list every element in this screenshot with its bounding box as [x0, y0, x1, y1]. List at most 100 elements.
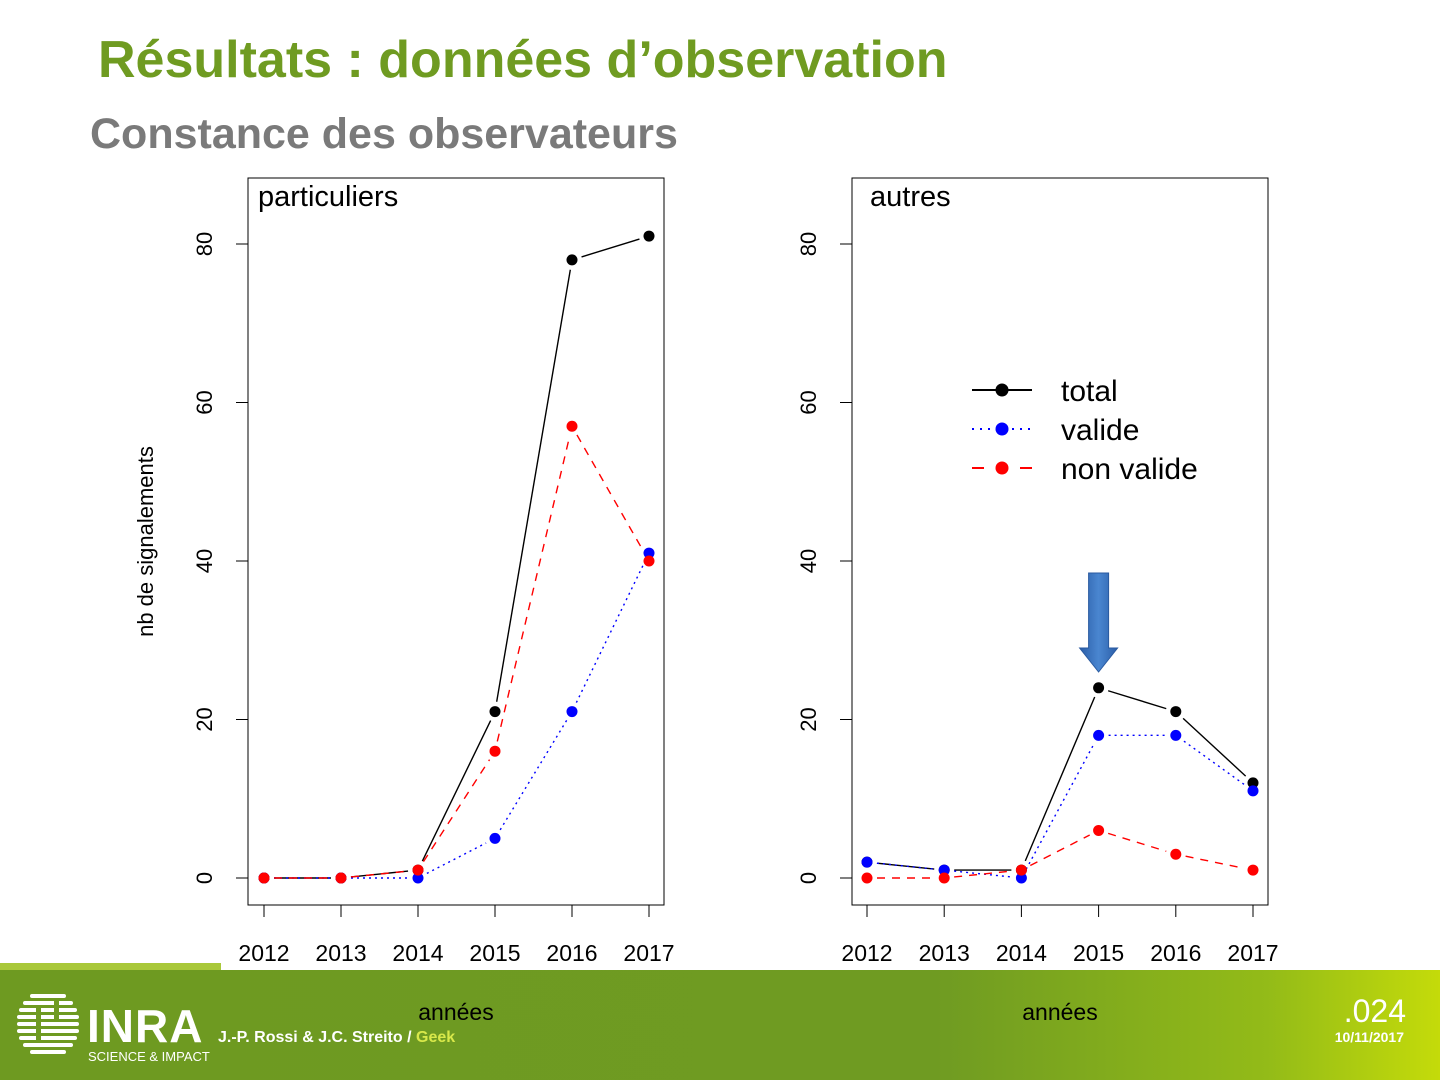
- series-total: [876, 690, 1247, 871]
- data-point-non-valide: [566, 420, 578, 432]
- series-segment: [350, 870, 409, 878]
- data-point-non-valide: [412, 864, 424, 876]
- series-segment: [1183, 740, 1246, 786]
- y-tick-label: 0: [192, 872, 217, 884]
- footer-bar: [0, 970, 1440, 1080]
- data-point-valide: [643, 547, 655, 559]
- authors-credit: J.-P. Rossi & J.C. Streito / Geek: [218, 1029, 455, 1047]
- series-non-valide: [877, 832, 1244, 879]
- x-tick-label: 2012: [238, 940, 289, 966]
- inra-logo-text: INRA: [87, 1000, 204, 1052]
- series-segment: [1107, 832, 1167, 852]
- legend-label: valide: [1061, 414, 1139, 447]
- series-segment: [581, 238, 640, 258]
- x-tick-label: 2013: [919, 940, 970, 966]
- data-point-total: [1247, 777, 1259, 789]
- series-segment: [499, 719, 568, 831]
- x-tick-label: 2012: [841, 940, 892, 966]
- y-tick-label: 20: [796, 707, 821, 731]
- slide-date: 10/11/2017: [1334, 1029, 1404, 1045]
- series-segment: [576, 434, 645, 553]
- series-segment: [496, 435, 571, 742]
- data-point-non-valide: [643, 555, 655, 567]
- data-point-valide: [938, 864, 950, 876]
- slide-title: Résultats : données d’observation: [98, 31, 948, 89]
- panel-label: particuliers: [258, 181, 398, 213]
- chart-panel-2: autres 0 20 40 60 80 2012 2013 2014 2015 2016 2017 a…: [796, 177, 1279, 1025]
- data-point-non-valide: [938, 872, 950, 884]
- series-segment: [1029, 834, 1091, 867]
- inra-logo-tagline: SCIENCE & IMPACT: [88, 1049, 210, 1064]
- data-point-valide: [1093, 729, 1105, 741]
- legend-marker: [995, 461, 1009, 475]
- x-tick-label: 2014: [392, 940, 443, 966]
- slide-number: .024: [1343, 993, 1406, 1029]
- footer-accent: [0, 963, 221, 971]
- x-tick-label: 2015: [469, 940, 520, 966]
- x-tick-label: 2017: [1227, 940, 1278, 966]
- data-point-non-valide: [335, 872, 347, 884]
- data-point-non-valide: [1247, 864, 1259, 876]
- data-point-total: [566, 254, 578, 266]
- x-tick-label: 2015: [1073, 940, 1124, 966]
- data-point-valide: [1247, 785, 1259, 797]
- x-axis-title: années: [1022, 999, 1097, 1025]
- series-segment: [1182, 717, 1247, 777]
- x-tick-label: 2013: [315, 940, 366, 966]
- legend-label: total: [1061, 375, 1118, 408]
- data-point-non-valide: [1170, 848, 1182, 860]
- x-tick-label: 2014: [996, 940, 1047, 966]
- series-valide: [274, 561, 646, 879]
- y-tick-label: 20: [192, 707, 217, 731]
- x-tick-label: 2016: [546, 940, 597, 966]
- slide-subtitle: Constance des observateurs: [90, 110, 678, 158]
- legend-marker: [995, 383, 1009, 397]
- x-tick-label: 2017: [623, 940, 674, 966]
- y-tick-label: 40: [192, 549, 217, 573]
- series-non-valide: [274, 434, 645, 879]
- data-point-valide: [861, 856, 873, 868]
- data-point-non-valide: [861, 872, 873, 884]
- y-tick-label: 80: [796, 232, 821, 256]
- y-tick-label: 0: [796, 872, 821, 884]
- y-tick-label: 60: [192, 390, 217, 414]
- series-segment: [495, 269, 572, 702]
- y-tick-label: 40: [796, 549, 821, 573]
- series-segment: [954, 870, 1012, 878]
- series-segment: [426, 842, 487, 875]
- series-segment: [1107, 690, 1167, 710]
- series-segment: [1185, 855, 1244, 869]
- series-segment: [421, 720, 492, 862]
- x-tick-label: 2016: [1150, 940, 1201, 966]
- data-point-valide: [566, 706, 578, 718]
- data-point-valide: [412, 872, 424, 884]
- panel-label: autres: [870, 181, 951, 213]
- data-point-valide: [1015, 872, 1027, 884]
- data-point-total: [489, 706, 501, 718]
- series-valide: [876, 734, 1246, 878]
- y-tick-label: 80: [192, 232, 217, 256]
- legend: total valide non valide: [972, 375, 1198, 486]
- legend-marker: [995, 422, 1009, 436]
- y-tick-label: 60: [796, 390, 821, 414]
- data-point-total: [1093, 682, 1105, 694]
- x-axis-title: années: [418, 999, 493, 1025]
- chart-panel-1: particuliers 0 20 40 60 80 2012 2013 2014 2015 201…: [133, 177, 675, 1025]
- data-point-non-valide: [489, 745, 501, 757]
- series-segment: [1024, 696, 1096, 862]
- data-point-non-valide: [1015, 864, 1027, 876]
- series-segment: [422, 759, 491, 863]
- data-point-valide: [1170, 729, 1182, 741]
- series-total: [274, 238, 640, 879]
- inra-logo-icon: [17, 994, 79, 1054]
- series-segment: [954, 870, 1012, 878]
- authors-highlight: Geek: [416, 1029, 456, 1046]
- authors-names: J.-P. Rossi & J.C. Streito /: [218, 1029, 412, 1046]
- plot-frame: [247, 177, 665, 906]
- plot-frame: [851, 177, 1269, 906]
- arrow-down-icon: [1078, 572, 1119, 673]
- series-segment: [876, 862, 935, 870]
- legend-label: non valide: [1061, 453, 1198, 486]
- data-point-valide: [489, 832, 501, 844]
